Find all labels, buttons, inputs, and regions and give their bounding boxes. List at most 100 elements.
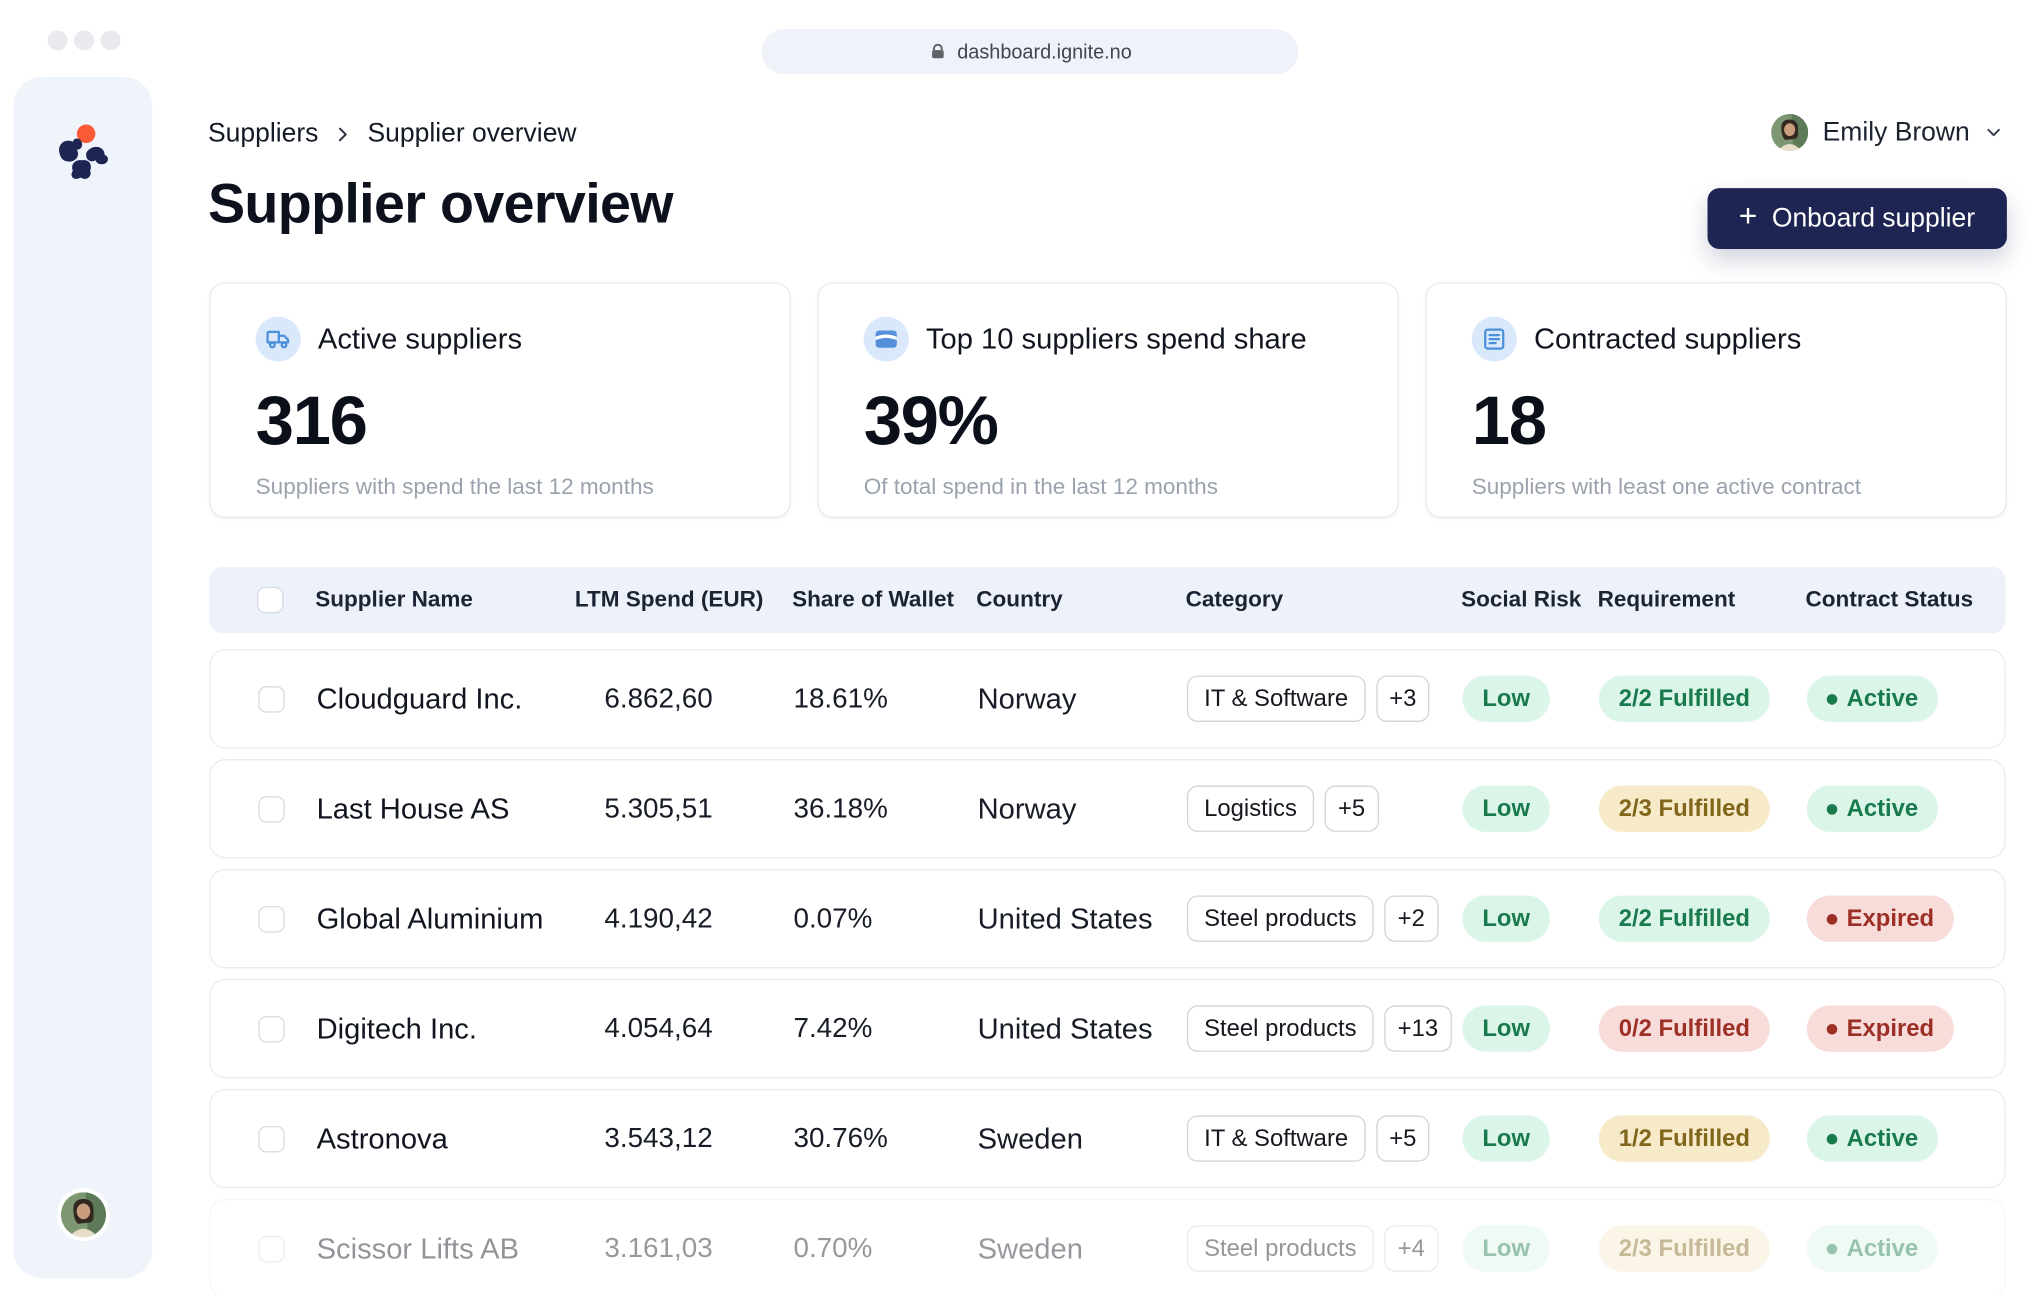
ignite-logo-icon[interactable] [51,122,115,186]
sidebar-avatar[interactable] [56,1188,110,1242]
category-more-chip[interactable]: +4 [1384,1225,1439,1272]
chevron-down-icon [1987,128,2000,137]
onboard-supplier-label: Onboard supplier [1771,203,1976,233]
page-title: Supplier overview [207,172,674,235]
table-row[interactable]: Global Aluminium 4.190,42 0.07% United S… [209,868,2006,969]
share-of-wallet-value: 36.18% [793,792,888,824]
row-checkbox[interactable] [258,1015,285,1042]
ltm-spend-value: 6.862,60 [604,682,713,714]
share-of-wallet-value: 0.07% [793,902,873,934]
contract-status-badge: Active [1806,785,1939,832]
share-of-wallet-value: 18.61% [793,682,888,714]
share-of-wallet-value: 0.70% [793,1232,873,1264]
ltm-spend-value: 5.305,51 [604,792,713,824]
breadcrumb-supplier-overview[interactable]: Supplier overview [367,119,577,149]
share-of-wallet-value: 7.42% [793,1012,873,1044]
lock-icon [931,43,944,59]
social-risk-badge: Low [1462,895,1550,942]
category-cell: Steel products +2 [1186,895,1463,942]
contract-status-label: Active [1846,794,1919,822]
column-header-share-of-wallet: Share of Wallet [792,586,954,613]
select-all-checkbox[interactable] [256,586,284,614]
requirement-badge: 2/3 Fulfilled [1598,785,1770,832]
category-chip[interactable]: Logistics [1186,785,1315,832]
credit-card-icon [863,316,909,362]
table-row[interactable]: Cloudguard Inc. 6.862,60 18.61% Norway I… [209,649,2006,749]
row-checkbox[interactable] [258,685,285,713]
supplier-name: Digitech Inc. [316,1011,477,1045]
category-more-chip[interactable]: +2 [1384,895,1439,942]
category-chip[interactable]: Steel products [1186,895,1374,942]
stat-value: 316 [255,382,368,460]
share-of-wallet-value: 30.76% [793,1122,888,1154]
column-header-category: Category [1185,586,1284,613]
breadcrumb-suppliers[interactable]: Suppliers [207,119,319,149]
category-chip[interactable]: IT & Software [1186,675,1366,722]
category-more-chip[interactable]: +13 [1384,1005,1452,1052]
avatar-photo [1770,113,1809,152]
country-value: United States [977,901,1153,935]
user-name: Emily Brown [1822,117,1970,147]
sidebar [13,76,153,1279]
stat-label: Top 10 suppliers spend share [925,321,1307,356]
stat-description: Suppliers with spend the last 12 months [255,474,654,500]
table-row[interactable]: Astronova 3.543,12 30.76% Sweden IT & So… [209,1088,2006,1189]
column-header-country: Country [976,586,1063,613]
chevron-right-icon [339,127,348,142]
stat-description: Of total spend in the last 12 months [863,474,1218,500]
category-chip[interactable]: Steel products [1186,1225,1374,1272]
category-more-chip[interactable]: +5 [1375,1115,1430,1162]
contract-status-badge: Active [1806,1115,1939,1162]
row-checkbox[interactable] [258,795,285,822]
requirement-badge: 1/2 Fulfilled [1598,1115,1770,1162]
category-chip[interactable]: Steel products [1186,1005,1374,1052]
status-dot-icon [1826,913,1838,924]
row-checkbox[interactable] [258,1235,285,1262]
breadcrumb: Suppliers Supplier overview [208,119,577,149]
requirement-badge: 2/2 Fulfilled [1598,675,1770,722]
status-dot-icon [1826,1243,1838,1254]
status-dot-icon [1826,803,1838,815]
ltm-spend-value: 3.161,03 [604,1232,713,1264]
stat-card-top10-spend-share: Top 10 suppliers spend share 39% Of tota… [817,282,1399,518]
stat-description: Suppliers with least one active contract [1471,474,1862,500]
requirement-badge: 2/3 Fulfilled [1598,1225,1770,1272]
onboard-supplier-button[interactable]: + Onboard supplier [1706,188,2007,250]
avatar-photo [60,1192,106,1238]
truck-icon [255,316,301,362]
stat-label: Contracted suppliers [1533,321,1802,356]
social-risk-badge: Low [1462,785,1550,832]
user-menu[interactable]: Emily Brown [1769,112,2005,153]
window-dot-icon [47,30,68,51]
category-more-chip[interactable]: +5 [1324,785,1379,832]
window-dot-icon [100,30,121,51]
table-header: Supplier Name LTM Spend (EUR) Share of W… [209,566,2006,634]
category-cell: IT & Software +3 [1186,675,1463,722]
status-dot-icon [1826,693,1838,705]
category-chip[interactable]: IT & Software [1186,1115,1366,1162]
address-bar[interactable]: dashboard.ignite.no [761,29,1299,75]
category-cell: Steel products +4 [1186,1225,1463,1272]
category-more-chip[interactable]: +3 [1375,675,1430,722]
supplier-name: Astronova [316,1121,448,1155]
requirement-badge: 2/2 Fulfilled [1598,895,1770,942]
document-icon [1471,316,1517,362]
column-header-social-risk: Social Risk [1461,586,1582,613]
social-risk-badge: Low [1462,1115,1550,1162]
status-dot-icon [1826,1023,1838,1034]
social-risk-badge: Low [1462,1005,1550,1052]
category-cell: Logistics +5 [1186,785,1463,832]
plus-icon: + [1738,198,1758,235]
ltm-spend-value: 4.190,42 [604,902,713,934]
row-checkbox[interactable] [258,1125,285,1152]
column-header-requirement: Requirement [1597,586,1736,613]
country-value: United States [977,1011,1153,1045]
table-row[interactable]: Digitech Inc. 4.054,64 7.42% United Stat… [209,978,2006,1079]
table-row[interactable]: Last House AS 5.305,51 36.18% Norway Log… [209,759,2006,859]
country-value: Sweden [977,1231,1083,1265]
stat-value: 18 [1471,382,1547,460]
table-row[interactable]: Scissor Lifts AB 3.161,03 0.70% Sweden S… [209,1198,2006,1295]
row-checkbox[interactable] [258,905,285,932]
contract-status-badge: Expired [1806,1005,1954,1052]
